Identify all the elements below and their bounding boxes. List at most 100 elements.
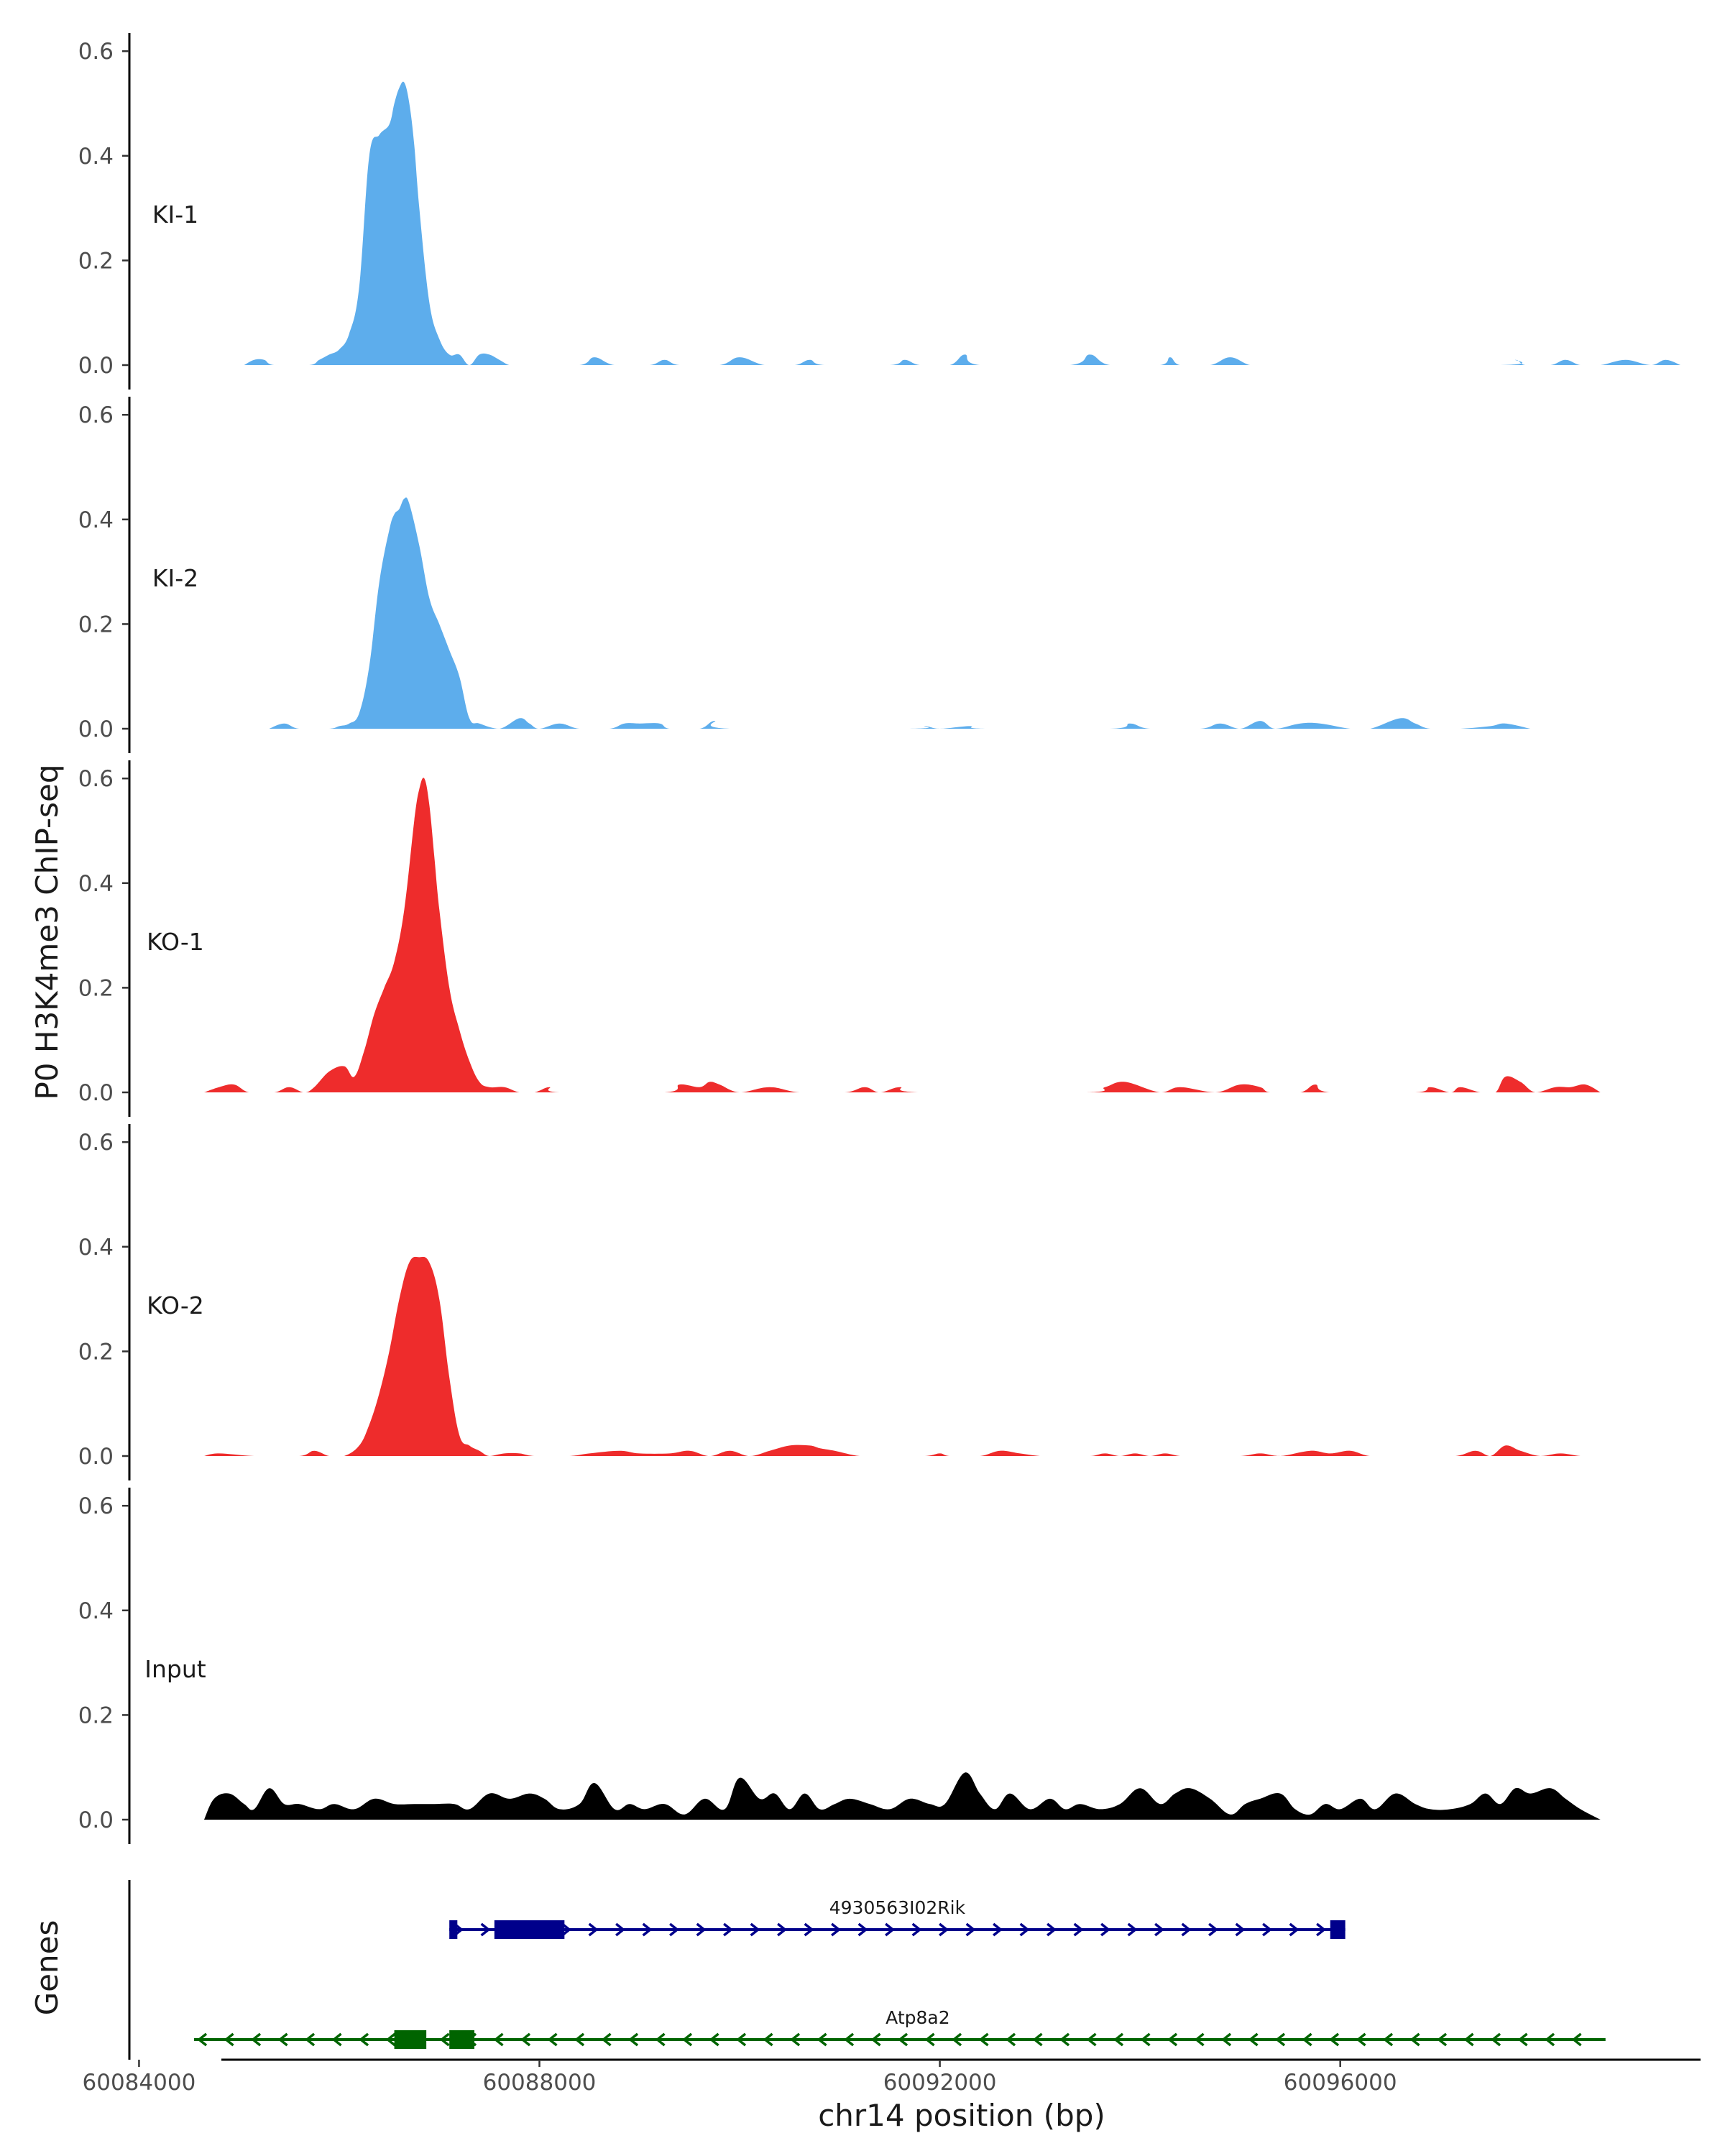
x-tick-label: 60096000	[1284, 2070, 1397, 2096]
y-tick-label: 0.4	[78, 1598, 114, 1624]
gene-atp8a2: Atp8a2	[194, 2007, 1606, 2049]
strand-arrow	[1316, 1922, 1326, 1937]
x-tick-label: 60092000	[883, 2070, 997, 2096]
tracks-layer: 0.0 0.2 0.4 0.6 KI-1 0.0 0.2 0.4 0.6 KI-2 0.0 0.2 0.…	[78, 33, 1681, 1844]
y-tick-label: 0.0	[78, 1080, 114, 1106]
strand-arrow	[885, 1922, 895, 1937]
strand-arrow	[1262, 1922, 1272, 1937]
track-ko-1: 0.0 0.2 0.4 0.6 KO-1	[78, 760, 1601, 1117]
y-tick-label: 0.6	[78, 1130, 114, 1156]
strand-arrow	[682, 2032, 693, 2047]
strand-arrow	[1221, 2032, 1232, 2047]
strand-arrow	[1517, 2032, 1528, 2047]
strand-arrow	[197, 2032, 208, 2047]
strand-arrow	[924, 2032, 935, 2047]
y-tick-label: 0.4	[78, 871, 114, 897]
gene-label: 4930563I02Rik	[829, 1897, 966, 1918]
strand-arrow	[1356, 2032, 1366, 2047]
y-tick-label: 0.4	[78, 1235, 114, 1261]
exon-block	[1330, 1920, 1346, 1939]
track-ki-1: 0.0 0.2 0.4 0.6 KI-1	[78, 33, 1681, 390]
strand-arrow	[224, 2032, 234, 2047]
y-tick-label: 0.2	[78, 248, 114, 274]
y-tick-label: 0.6	[78, 1493, 114, 1519]
strand-arrow	[588, 1922, 599, 1937]
strand-arrow	[750, 1922, 760, 1937]
strand-arrow	[1437, 2032, 1448, 2047]
strand-arrow	[898, 2032, 908, 2047]
strand-arrow	[615, 1922, 625, 1937]
exon-block	[494, 1920, 565, 1939]
strand-arrow	[911, 1922, 922, 1937]
strand-arrow	[1006, 2032, 1016, 2047]
strand-arrow	[857, 1922, 868, 1937]
strand-arrow	[804, 1922, 814, 1937]
track-label: KI-2	[152, 564, 198, 592]
y-tick-label: 0.4	[78, 144, 114, 170]
strand-arrow	[1571, 2032, 1582, 2047]
signal-area	[244, 81, 1681, 366]
strand-arrow	[359, 2032, 369, 2047]
strand-arrow	[816, 2032, 827, 2047]
y-axis-title: P0 H3K4me3 ChIP-seq	[29, 764, 65, 1100]
strand-arrow	[978, 2032, 989, 2047]
strand-arrow	[628, 2032, 639, 2047]
y-tick-label: 0.0	[78, 353, 114, 379]
signal-area	[204, 1772, 1601, 1820]
strand-arrow	[723, 1922, 733, 1937]
track-ko-2: 0.0 0.2 0.4 0.6 KO-2	[78, 1124, 1601, 1480]
genes-track-title: Genes	[29, 1920, 65, 2016]
strand-arrow	[251, 2032, 262, 2047]
strand-arrow	[1073, 1922, 1084, 1937]
strand-arrow	[480, 1922, 491, 1937]
y-tick-label: 0.2	[78, 612, 114, 637]
y-tick-label: 0.6	[78, 766, 114, 792]
strand-arrow	[763, 2032, 773, 2047]
strand-arrow	[574, 2032, 585, 2047]
strand-arrow	[1059, 2032, 1070, 2047]
track-label: KI-1	[152, 201, 198, 229]
x-axis-title: chr14 position (bp)	[818, 2098, 1105, 2133]
track-input: 0.0 0.2 0.4 0.6 Input	[78, 1488, 1601, 1844]
y-tick-label: 0.6	[78, 402, 114, 428]
strand-arrow	[870, 2032, 881, 2047]
strand-arrow	[547, 2032, 558, 2047]
strand-arrow	[939, 1922, 949, 1937]
y-tick-label: 0.2	[78, 975, 114, 1001]
track-label: KO-2	[147, 1291, 204, 1319]
strand-arrow	[1409, 2032, 1420, 2047]
strand-arrow	[493, 2032, 504, 2047]
strand-arrow	[1046, 1922, 1057, 1937]
strand-arrow	[736, 2032, 747, 2047]
y-tick-label: 0.2	[78, 1339, 114, 1365]
strand-arrow	[965, 1922, 976, 1937]
strand-arrow	[1208, 1922, 1218, 1937]
x-tick-label: 60088000	[483, 2070, 597, 2096]
strand-arrow	[1194, 2032, 1205, 2047]
strand-arrow	[696, 1922, 707, 1937]
strand-arrow	[669, 1922, 679, 1937]
strand-arrow	[439, 2032, 450, 2047]
strand-arrow	[790, 2032, 801, 2047]
strand-arrow	[1154, 1922, 1164, 1937]
strand-arrow	[844, 2032, 855, 2047]
gene-4930563i02rik: 4930563I02Rik	[449, 1897, 1346, 1939]
strand-arrow	[601, 2032, 612, 2047]
strand-arrow	[1086, 2032, 1097, 2047]
strand-arrow	[1302, 2032, 1312, 2047]
strand-arrow	[1100, 1922, 1110, 1937]
signal-area	[204, 778, 1601, 1092]
strand-arrow	[1248, 2032, 1259, 2047]
strand-arrow	[1235, 1922, 1246, 1937]
strand-arrow	[1289, 1922, 1300, 1937]
strand-arrow	[561, 1922, 571, 1937]
strand-arrow	[1019, 1922, 1030, 1937]
signal-area	[204, 1256, 1601, 1456]
x-tick-label: 60084000	[83, 2070, 196, 2096]
strand-arrow	[331, 2032, 342, 2047]
strand-arrow	[1167, 2032, 1178, 2047]
strand-arrow	[1127, 1922, 1138, 1937]
strand-arrow	[709, 2032, 719, 2047]
strand-arrow	[1032, 2032, 1043, 2047]
y-tick-label: 0.0	[78, 717, 114, 742]
